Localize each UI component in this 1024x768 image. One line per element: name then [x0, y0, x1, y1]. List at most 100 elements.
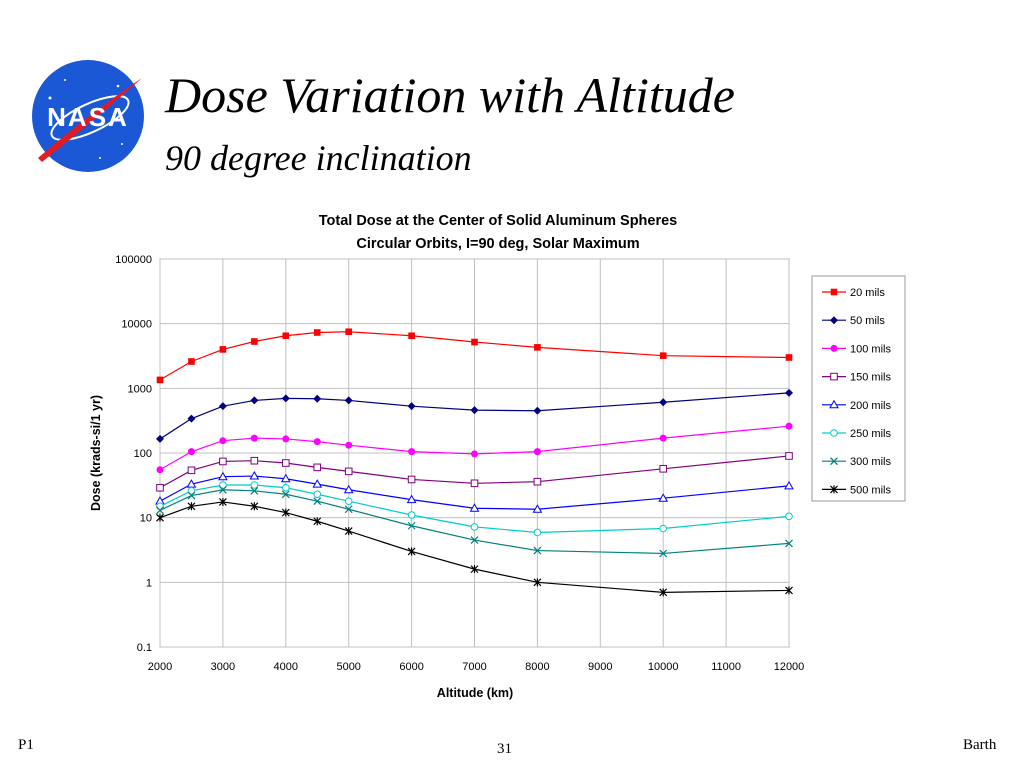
data-point	[343, 484, 354, 494]
series-line	[159, 331, 790, 381]
data-point	[407, 547, 416, 556]
data-point	[406, 494, 417, 504]
data-point	[313, 517, 322, 526]
data-point	[532, 504, 543, 513]
series-50-mils	[156, 388, 793, 443]
slide-subtitle: 90 degree inclination	[165, 138, 472, 178]
data-point	[659, 549, 668, 558]
y-axis-label: Dose (krads-si/1 yr)	[89, 395, 103, 511]
data-point	[469, 503, 480, 512]
y-tick-label: 100	[134, 448, 152, 460]
data-point	[250, 434, 258, 442]
legend-marker	[830, 316, 838, 325]
data-point	[188, 358, 195, 365]
x-axis-label: Altitude (km)	[437, 686, 513, 700]
svg-text:NASA: NASA	[47, 102, 129, 132]
data-point	[282, 332, 290, 340]
x-tick-label: 3000	[211, 661, 235, 673]
data-point	[785, 539, 793, 548]
legend-item: 50 mils	[822, 315, 885, 327]
x-tick-label: 8000	[525, 661, 549, 673]
data-point	[344, 497, 353, 505]
data-point	[470, 479, 479, 488]
data-point	[313, 497, 322, 506]
data-point	[470, 406, 479, 415]
data-point	[407, 521, 416, 530]
data-point	[533, 546, 542, 555]
legend-marker	[830, 429, 838, 437]
data-point	[219, 437, 227, 445]
legend: 20 mils 50 mils 100 mils 150 mils 200 mils 25…	[811, 275, 906, 502]
data-point	[344, 396, 353, 405]
data-point	[313, 329, 321, 336]
legend-marker	[830, 372, 838, 381]
data-point	[187, 414, 196, 423]
chart-title: Total Dose at the Center of Solid Alumin…	[319, 213, 678, 229]
data-point	[156, 513, 164, 522]
data-point	[344, 505, 353, 514]
data-point	[407, 475, 416, 484]
data-point	[471, 338, 478, 346]
legend-label: 20 mils	[850, 287, 885, 299]
data-point	[533, 477, 542, 486]
data-point	[218, 402, 227, 411]
y-tick-label: 10	[140, 513, 152, 525]
data-point	[344, 467, 353, 476]
nasa-logo: NASA	[30, 58, 146, 174]
series-300-mils	[156, 485, 793, 558]
legend-label: 300 mils	[850, 456, 891, 468]
y-tick-label: 100000	[115, 254, 152, 266]
data-point	[408, 332, 415, 340]
series-line	[159, 392, 790, 440]
x-tick-label: 6000	[399, 661, 423, 673]
data-point	[533, 406, 542, 415]
series-line	[159, 425, 790, 471]
page-number: 31	[497, 741, 512, 757]
x-tick-label: 2000	[148, 661, 172, 673]
data-point	[218, 471, 228, 481]
data-point	[156, 483, 164, 492]
dose-chart: Total Dose at the Center of Solid Alumin…	[89, 213, 906, 700]
data-point	[250, 396, 259, 405]
data-point	[156, 376, 164, 384]
data-point	[187, 502, 196, 511]
data-point	[313, 394, 322, 403]
data-point	[219, 481, 227, 489]
legend-label: 500 mils	[850, 484, 891, 496]
data-point	[187, 487, 196, 495]
data-point	[785, 388, 793, 397]
data-point	[250, 481, 259, 489]
data-point	[785, 422, 793, 430]
legend-item: 250 mils	[822, 428, 891, 440]
legend-marker	[830, 485, 838, 494]
data-point	[533, 578, 542, 587]
data-point	[156, 466, 164, 474]
data-point	[407, 402, 416, 411]
data-point	[470, 536, 479, 545]
data-point	[785, 512, 793, 521]
data-point	[408, 448, 416, 456]
y-tick-label: 10000	[121, 319, 152, 331]
data-point	[156, 434, 164, 443]
x-tick-label: 9000	[588, 661, 612, 673]
data-point	[187, 491, 196, 500]
legend-marker	[830, 457, 838, 466]
series-line	[159, 501, 790, 593]
data-point	[218, 497, 227, 506]
legend-item: 300 mils	[822, 456, 891, 468]
legend-marker	[829, 399, 839, 409]
data-point	[187, 448, 195, 456]
y-tick-label: 1	[146, 577, 152, 589]
legend-label: 200 mils	[850, 400, 891, 412]
data-point	[659, 434, 667, 442]
data-point	[407, 511, 416, 519]
series-line	[159, 489, 790, 555]
data-point	[250, 502, 259, 511]
x-tick-label: 5000	[336, 661, 360, 673]
data-point	[533, 448, 541, 456]
legend-item: 100 mils	[822, 343, 891, 355]
data-point	[219, 346, 227, 353]
data-point	[471, 450, 478, 458]
series-group	[155, 328, 794, 597]
chart-subtitle: Circular Orbits, I=90 deg, Solar Maximum	[356, 236, 639, 252]
